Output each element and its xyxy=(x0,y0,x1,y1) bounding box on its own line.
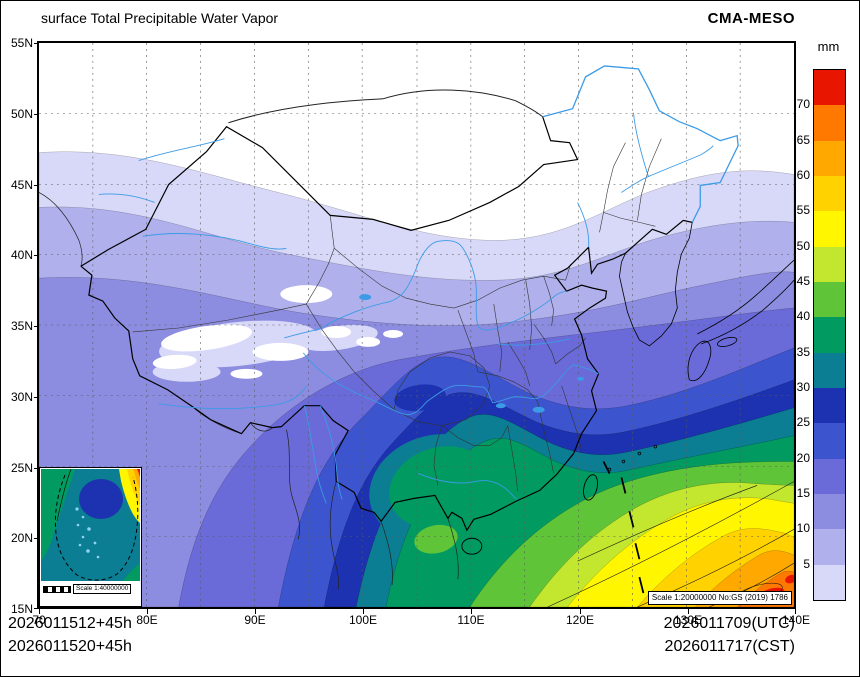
colorbar-cell xyxy=(814,246,845,282)
lon-axis-label: 110E xyxy=(457,613,485,627)
axis-tick xyxy=(34,397,39,398)
lon-axis-label: 100E xyxy=(348,613,378,627)
lat-axis-label: 35N xyxy=(10,319,33,333)
colorbar xyxy=(813,69,846,601)
colorbar-cell xyxy=(814,423,845,459)
colorbar-tick-label: 15 xyxy=(796,486,810,500)
axis-tick xyxy=(39,609,40,614)
colorbar-cell xyxy=(814,387,845,424)
inset-scale-label: Scale 1:40000000 xyxy=(73,584,132,594)
colorbar-cell xyxy=(814,317,845,353)
rivers xyxy=(98,112,714,504)
taiwan-island xyxy=(583,474,599,501)
colorbar-tick-label: 25 xyxy=(796,415,810,429)
axis-tick xyxy=(34,114,39,115)
hainan-island xyxy=(461,537,483,555)
colorbar-tick-label: 40 xyxy=(796,309,810,323)
lat-axis-label: 40N xyxy=(10,248,33,262)
colorbar-cell xyxy=(814,175,845,212)
map-canvas xyxy=(39,43,794,607)
colorbar-cell xyxy=(814,70,845,106)
river-border-blue xyxy=(542,65,739,223)
colorbar-tick-label: 10 xyxy=(796,521,810,535)
colorbar-unit-label: mm xyxy=(817,39,840,54)
axis-tick xyxy=(34,43,39,44)
colorbar-cell xyxy=(814,211,845,247)
lat-axis-label: 15N xyxy=(10,602,33,616)
colorbar-cell xyxy=(814,140,845,176)
lat-axis-label: 45N xyxy=(10,178,33,192)
axis-tick xyxy=(147,609,148,614)
dry-patches xyxy=(152,285,404,382)
footer-valid-cst: 2026011717(CST) xyxy=(664,638,795,655)
colorbar-cell xyxy=(814,352,845,388)
lon-axis-label: 130E xyxy=(673,613,703,627)
lon-axis-label: 120E xyxy=(565,613,595,627)
axis-tick xyxy=(34,538,39,539)
inset-scale-bar xyxy=(43,585,71,593)
inset-island-dots xyxy=(75,507,100,559)
page-title: surface Total Precipitable Water Vapor xyxy=(41,10,279,26)
colorbar-cell xyxy=(814,458,845,494)
colorbar-tick-label: 20 xyxy=(796,451,810,465)
korea-japan-coastlines xyxy=(619,222,794,382)
lon-axis-label: 140E xyxy=(781,613,811,627)
lat-axis-label: 50N xyxy=(10,107,33,121)
axis-tick xyxy=(795,609,796,614)
lat-axis-label: 25N xyxy=(10,461,33,475)
lat-axis-label: 55N xyxy=(10,36,33,50)
axis-tick xyxy=(34,255,39,256)
graticule xyxy=(39,43,794,607)
lon-axis-label: 70 xyxy=(32,613,46,627)
colorbar-tick-label: 50 xyxy=(796,239,810,253)
axis-tick xyxy=(34,326,39,327)
nine-dash-line xyxy=(602,461,645,594)
colorbar-cell xyxy=(814,564,845,600)
footer-init-utc: 2026011512+45h xyxy=(8,615,132,632)
colorbar-cell xyxy=(814,281,845,318)
axis-tick xyxy=(34,608,39,609)
footer-init-cst: 2026011520+45h xyxy=(8,638,132,655)
map-scale-badge: Scale 1:20000000 No:GS (2019) 1786 xyxy=(647,591,792,605)
province-boundaries xyxy=(132,138,662,492)
colorbar-tick-label: 45 xyxy=(796,274,810,288)
inset-coastline xyxy=(56,469,72,522)
inset-map-canvas xyxy=(41,469,140,581)
colorbar-cell xyxy=(814,493,845,530)
footer-valid-utc: 2026011709(UTC) xyxy=(663,615,795,632)
inset-scale-badge: Scale 1:40000000 xyxy=(43,584,139,594)
contour-field xyxy=(39,43,794,607)
colorbar-tick-label: 70 xyxy=(796,97,810,111)
colorbar-tick-label: 35 xyxy=(796,345,810,359)
axis-tick xyxy=(363,609,364,614)
axis-tick xyxy=(34,185,39,186)
colorbar-cell xyxy=(814,529,845,565)
national-boundary xyxy=(80,116,693,532)
model-name: CMA-MESO xyxy=(707,10,795,27)
lon-axis-label: 80E xyxy=(136,613,158,627)
axis-tick xyxy=(580,609,581,614)
lat-axis-label: 30N xyxy=(10,390,33,404)
colorbar-cell xyxy=(814,105,845,141)
colorbar-tick-label: 55 xyxy=(796,203,810,217)
axis-tick xyxy=(255,609,256,614)
colorbar-tick-label: 60 xyxy=(796,168,810,182)
inset-dash-boundary xyxy=(54,474,139,581)
colorbar-tick-label: 65 xyxy=(796,133,810,147)
colorbar-tick-label: 30 xyxy=(796,380,810,394)
lat-axis-label: 20N xyxy=(10,531,33,545)
axis-tick xyxy=(34,468,39,469)
colorbar-tick-label: 5 xyxy=(803,557,810,571)
lakes xyxy=(359,294,585,413)
lon-axis-label: 90E xyxy=(244,613,266,627)
axis-tick xyxy=(688,609,689,614)
axis-tick xyxy=(471,609,472,614)
inset-map-south-china-sea: Scale 1:40000000 xyxy=(39,467,142,607)
map-frame: Scale 1:40000000 Scale 1:20000000 No:GS … xyxy=(37,41,796,609)
